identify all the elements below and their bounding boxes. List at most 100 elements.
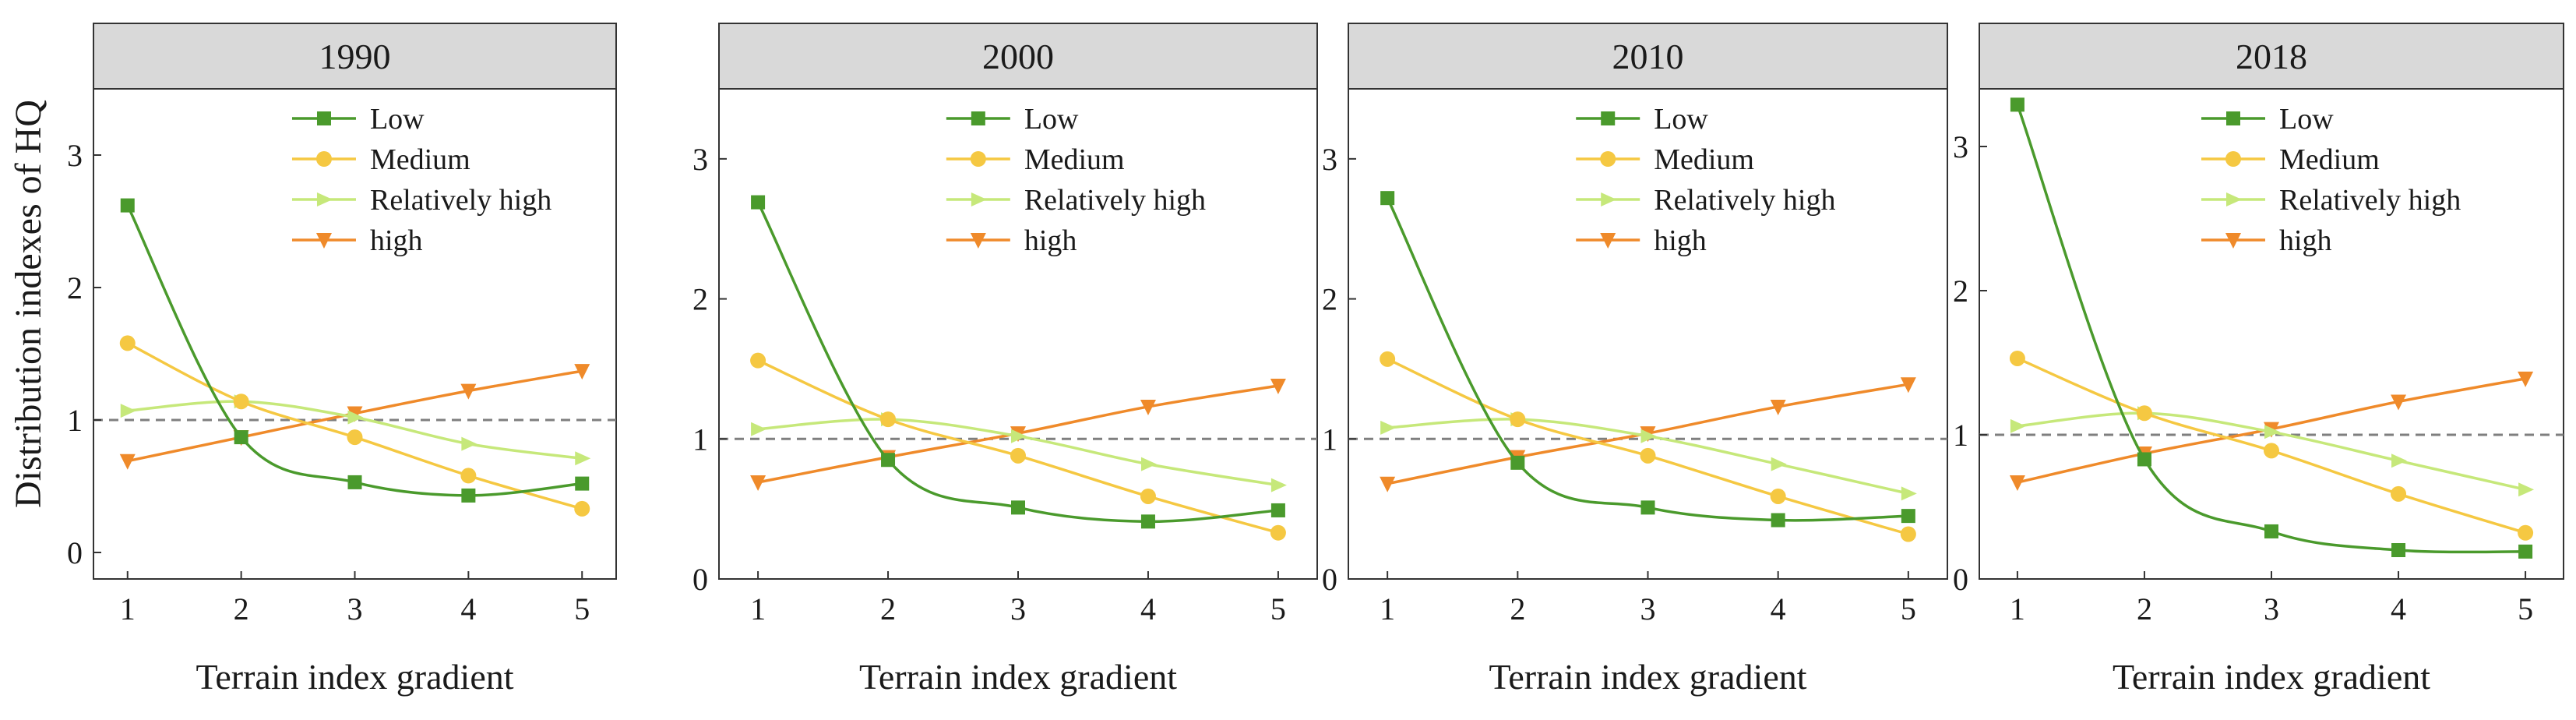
data-point-medium [574, 500, 590, 517]
data-point-low [1140, 514, 1155, 529]
legend-label: Low [1024, 103, 1079, 136]
data-point-relatively-high [1011, 429, 1027, 443]
data-point-medium [1380, 351, 1396, 367]
legend-marker [971, 111, 985, 125]
data-point-relatively-high [2010, 418, 2026, 433]
legend-marker [2226, 192, 2242, 206]
legend-label: high [1024, 224, 1077, 257]
data-point-relatively-high [575, 451, 591, 466]
y-tick-label: 3 [1322, 142, 1337, 177]
plot-frame [1979, 88, 2564, 580]
x-tick-label: 4 [2391, 591, 2406, 626]
data-point-medium [233, 394, 249, 410]
y-tick-label: 0 [692, 562, 708, 597]
data-point-low [461, 488, 476, 503]
x-tick-label: 2 [234, 591, 249, 626]
data-point-medium [119, 335, 136, 351]
data-point-high [2009, 475, 2025, 492]
data-point-medium [1010, 447, 1026, 464]
data-point-medium [1900, 526, 1916, 542]
y-tick-label: 1 [1322, 422, 1337, 457]
data-point-medium [1640, 447, 1656, 464]
y-tick-label: 1 [692, 422, 708, 457]
data-point-high [750, 475, 766, 491]
data-point-medium [750, 352, 766, 369]
data-point-high [119, 454, 136, 470]
data-point-medium [1510, 411, 1526, 428]
data-point-medium [1270, 524, 1286, 541]
data-point-medium [2518, 524, 2534, 541]
data-point-medium [2391, 485, 2407, 502]
panel-title: 2000 [982, 37, 1054, 76]
data-point-medium [2009, 350, 2025, 366]
x-tick-label: 4 [460, 591, 476, 626]
data-point-low [347, 475, 362, 489]
x-tick-label: 1 [1380, 591, 1395, 626]
x-axis-label: Terrain index gradient [196, 657, 513, 697]
y-tick-label: 0 [1953, 562, 1968, 597]
data-point-medium [2264, 443, 2279, 459]
y-tick-label: 3 [692, 142, 708, 177]
legend-label: Medium [370, 143, 470, 176]
data-point-relatively-high [1380, 420, 1397, 435]
x-tick-label: 4 [1771, 591, 1786, 626]
plot-frame [93, 88, 617, 580]
data-point-low [881, 453, 896, 468]
series-line-low [756, 201, 1279, 524]
legend-marker [2225, 151, 2241, 167]
x-tick-label: 1 [120, 591, 136, 626]
x-tick-label: 1 [750, 591, 766, 626]
legend-marker [316, 192, 333, 206]
legend-label: Low [370, 103, 425, 136]
panel-header [1348, 23, 1948, 90]
legend-label: Low [1654, 103, 1708, 136]
legend-marker [316, 111, 331, 125]
data-point-low [1270, 503, 1285, 517]
panel-title: 1990 [319, 37, 391, 76]
y-tick-label: 0 [67, 535, 83, 570]
data-point-medium [460, 468, 477, 484]
data-point-low [1510, 455, 1525, 470]
x-tick-label: 3 [2264, 591, 2279, 626]
data-point-low [1011, 500, 1025, 515]
panel-title: 2010 [1612, 37, 1684, 76]
series-line-low [126, 204, 583, 497]
x-tick-label: 5 [1901, 591, 1916, 626]
x-tick-label: 5 [574, 591, 590, 626]
y-tick-label: 3 [67, 138, 83, 173]
data-point-relatively-high [1901, 486, 1917, 501]
data-point-low [2264, 524, 2278, 538]
legend-marker [315, 151, 332, 167]
data-point-relatively-high [1640, 429, 1657, 443]
legend-label: Medium [1654, 143, 1754, 176]
legend-label: high [1654, 224, 1707, 257]
data-point-low [575, 476, 590, 491]
data-point-high [1900, 377, 1916, 394]
x-axis-label: Terrain index gradient [1489, 657, 1806, 697]
data-point-medium [1770, 488, 1786, 504]
x-tick-label: 2 [880, 591, 896, 626]
data-point-low [234, 430, 248, 445]
x-tick-label: 3 [1010, 591, 1026, 626]
legend-marker [2226, 111, 2240, 125]
legend-label: Relatively high [2279, 184, 2461, 217]
legend-marker [970, 151, 986, 167]
legend-label: high [370, 224, 423, 257]
data-point-relatively-high [120, 404, 136, 418]
y-tick-label: 0 [1322, 562, 1337, 597]
data-point-high [1380, 476, 1396, 492]
x-tick-label: 2 [2137, 591, 2152, 626]
y-tick-label: 1 [1953, 418, 1968, 453]
data-point-high [2391, 394, 2407, 411]
legend-marker [315, 233, 332, 249]
data-point-relatively-high [347, 410, 364, 425]
chart-panel-2010: 2010 0 1 2 3 1 2 3 4 5 Terrain index gradient Low Me… [1322, 23, 1948, 697]
data-point-relatively-high [751, 422, 767, 436]
legend-label: Relatively high [1654, 184, 1835, 217]
data-point-relatively-high [2264, 425, 2280, 439]
data-point-medium [1140, 488, 1156, 504]
y-tick-label: 2 [1322, 282, 1337, 317]
y-tick-label: 3 [1953, 129, 1968, 164]
panel-header [1979, 23, 2564, 90]
